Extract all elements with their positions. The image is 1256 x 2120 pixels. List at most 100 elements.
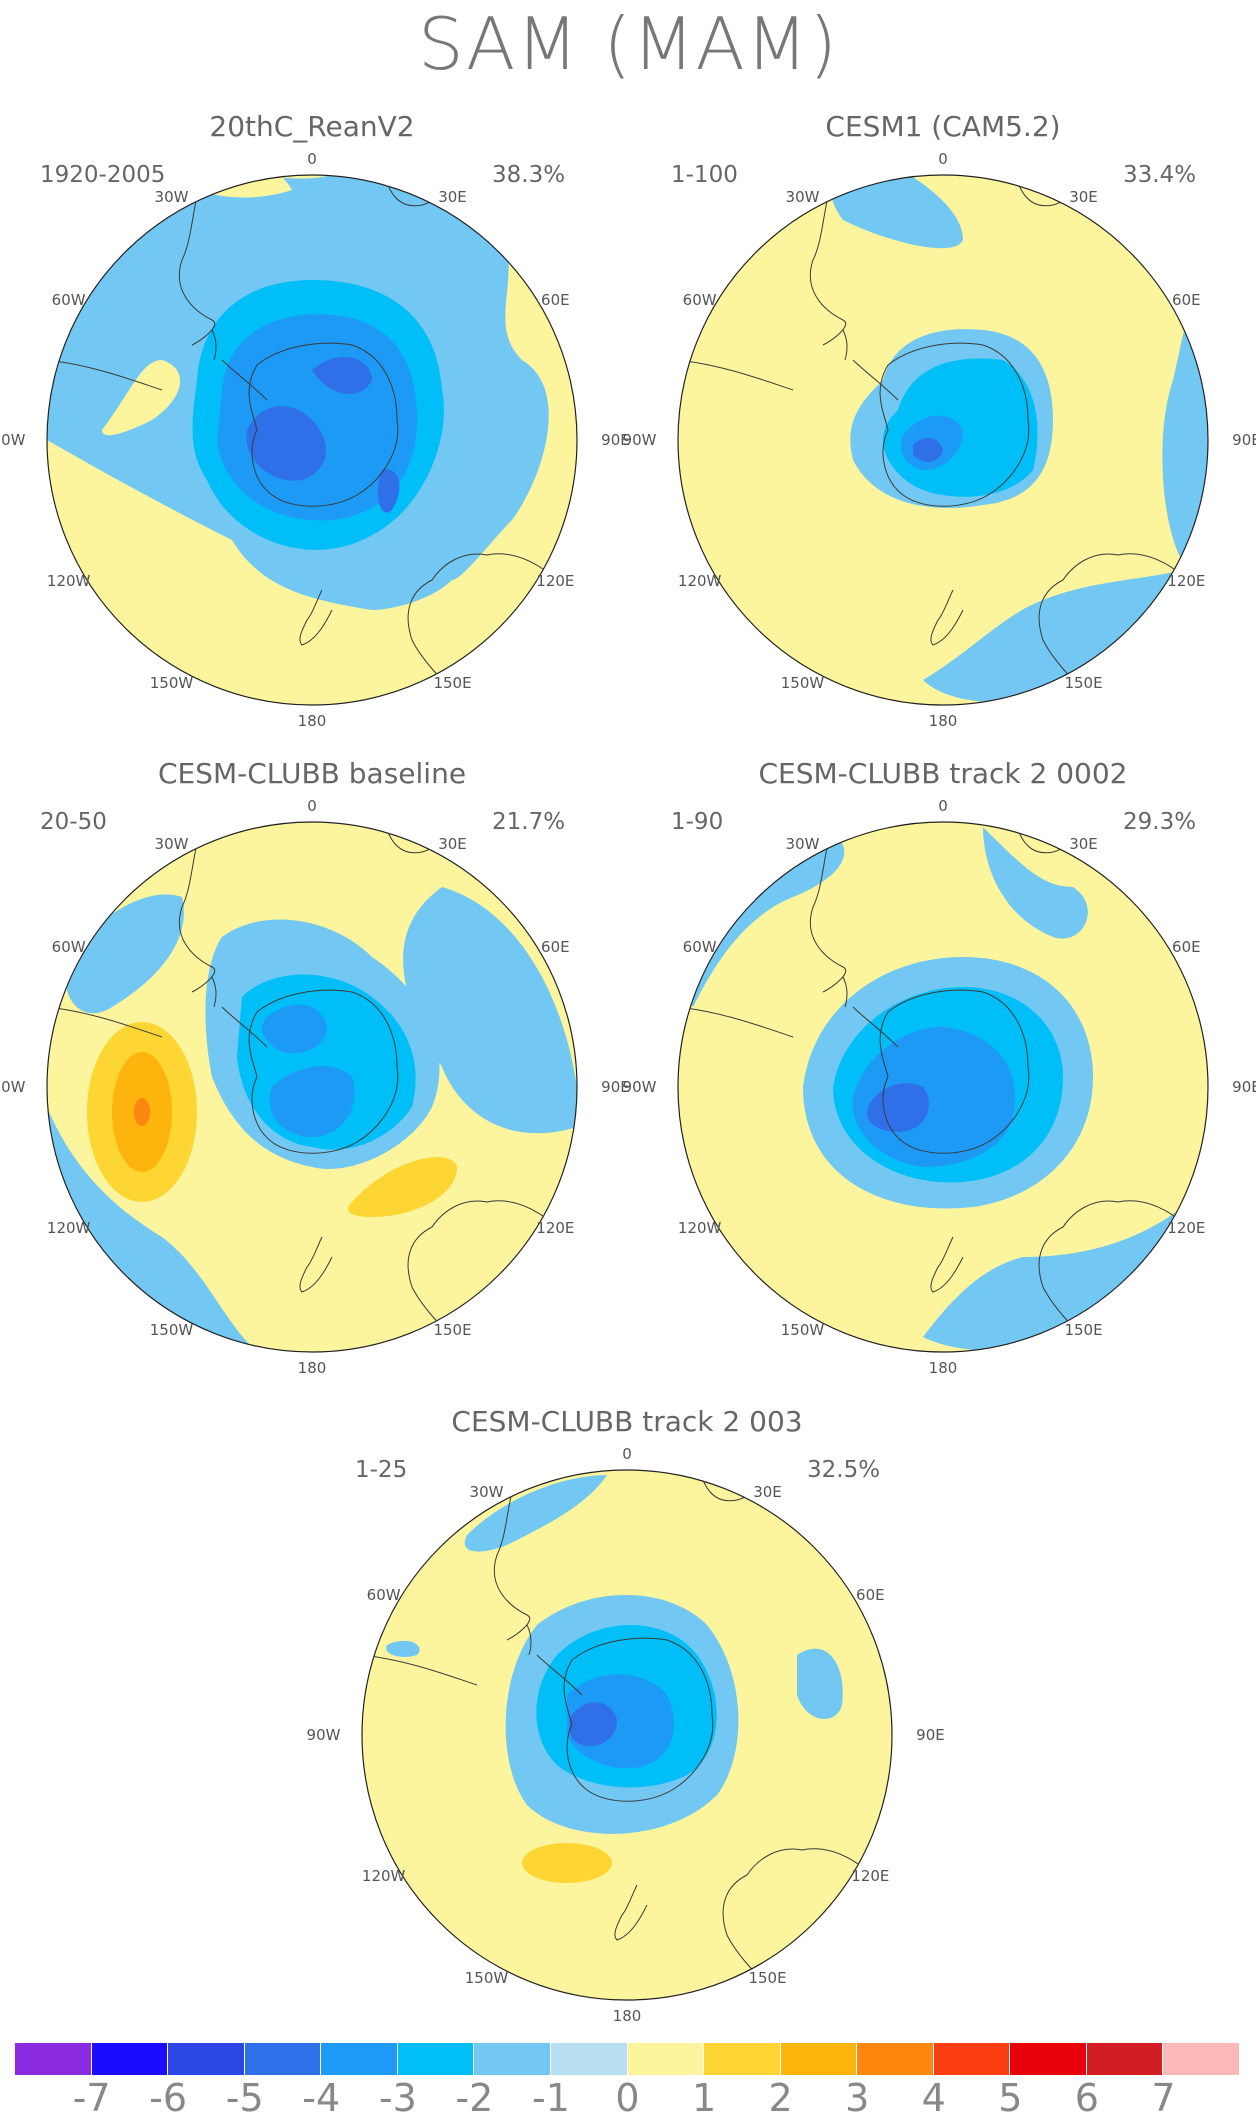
negative-anomaly-contour	[312, 356, 372, 394]
longitude-label: 60E	[1172, 937, 1201, 956]
negative-anomaly-contour	[569, 1702, 617, 1747]
colorbar-swatch	[704, 2043, 781, 2075]
longitude-label: 120E	[536, 571, 575, 590]
negative-anomaly-contour	[403, 887, 577, 1134]
longitude-label: 30E	[753, 1482, 782, 1501]
longitude-label: 60W	[682, 290, 717, 309]
panel-period: 1-90	[671, 809, 724, 835]
coastline	[536, 1654, 583, 1696]
positive-anomaly-contour	[522, 1843, 612, 1883]
colorbar-tick-label: 2	[768, 2076, 793, 2120]
panel-title: CESM-CLUBB track 2 003	[451, 1405, 803, 1438]
coastline	[852, 1006, 899, 1048]
polar-map	[677, 174, 1209, 706]
colorbar-tick-label: -1	[531, 2076, 570, 2120]
colorbar-tick-label: 4	[921, 2076, 946, 2120]
longitude-label: 120E	[1167, 1218, 1206, 1237]
negative-anomaly-contour	[246, 406, 326, 481]
panel-title: CESM1 (CAM5.2)	[825, 110, 1061, 143]
longitude-label: 120W	[677, 571, 722, 590]
coastline	[1038, 1200, 1208, 1338]
longitude-label: 60W	[51, 937, 86, 956]
coastline	[47, 359, 163, 391]
longitude-label: 60E	[856, 1585, 885, 1604]
longitude-label: 60E	[541, 937, 570, 956]
coastline	[493, 1470, 530, 1641]
coastline	[407, 553, 577, 691]
colorbar-tick-label: -3	[378, 2076, 417, 2120]
coastline	[678, 359, 794, 391]
longitude-label: 90W	[0, 1078, 26, 1096]
longitude-label: 0	[938, 797, 948, 815]
colorbar-swatch	[1163, 2043, 1240, 2075]
polar-map	[677, 821, 1209, 1353]
colorbar-tick-label: -5	[225, 2076, 264, 2120]
polar-map	[46, 174, 578, 706]
negative-anomaly-contour	[47, 1107, 252, 1348]
colorbar-tick-label: 1	[691, 2076, 717, 2120]
positive-anomaly-contour	[102, 360, 181, 436]
colorbar	[15, 2043, 1240, 2075]
longitude-label: 90W	[0, 431, 26, 449]
negative-anomaly-contour	[262, 1004, 327, 1054]
longitude-label: 30E	[1069, 834, 1098, 853]
coastline	[930, 1236, 964, 1293]
negative-anomaly-contour	[386, 1640, 420, 1657]
longitude-label: 90E	[1232, 1078, 1256, 1096]
coastline	[842, 976, 848, 1008]
panel-period: 20-50	[40, 809, 107, 835]
negative-anomaly-contour	[377, 469, 400, 513]
coastline	[614, 1884, 648, 1941]
colorbar-tick-label: -2	[455, 2076, 494, 2120]
coastline	[930, 589, 964, 646]
polar-map	[46, 821, 578, 1353]
longitude-label: 90E	[1232, 431, 1256, 449]
coastline	[178, 175, 215, 346]
longitude-label: 30W	[469, 1482, 504, 1501]
coastline	[678, 1006, 794, 1038]
colorbar-swatch	[397, 2043, 475, 2075]
negative-anomaly-contour	[983, 827, 1088, 939]
coastline	[299, 589, 333, 646]
longitude-label: 180	[612, 2007, 642, 2025]
negative-anomaly-contour	[923, 570, 1189, 703]
panel-variance: 21.7%	[492, 809, 566, 835]
coastline	[879, 989, 1030, 1154]
coastline	[563, 1637, 714, 1802]
longitude-label: 150E	[748, 1969, 787, 1988]
longitude-label: 150W	[149, 1321, 194, 1340]
negative-anomaly-contour	[1162, 320, 1208, 570]
colorbar-tick-label: -6	[149, 2076, 188, 2120]
longitude-label: 90W	[622, 1078, 657, 1096]
coastline	[248, 342, 399, 507]
panel-title: CESM-CLUBB baseline	[157, 757, 467, 790]
panel-period: 1920-2005	[40, 162, 166, 188]
longitude-label: 90W	[622, 431, 657, 449]
colorbar-tick-label: 0	[615, 2076, 640, 2120]
negative-anomaly-contour	[65, 894, 184, 1014]
colorbar-swatch	[474, 2043, 551, 2075]
colorbar-swatch	[244, 2043, 322, 2075]
colorbar-swatch	[550, 2043, 628, 2075]
longitude-label: 60E	[1172, 290, 1201, 309]
longitude-label: 120E	[851, 1866, 890, 1885]
longitude-label: 0	[938, 150, 948, 168]
colorbar-swatch	[168, 2043, 245, 2075]
longitude-label: 30E	[1069, 187, 1098, 206]
longitude-label: 30W	[154, 187, 189, 206]
colorbar-swatch	[1086, 2043, 1164, 2075]
coastline	[809, 822, 846, 993]
colorbar-swatch	[15, 2043, 92, 2075]
longitude-label: 150E	[1064, 1321, 1103, 1340]
longitude-label: 180	[297, 712, 327, 730]
colorbar-swatch	[857, 2043, 934, 2075]
colorbar-swatch	[1010, 2043, 1087, 2075]
negative-anomaly-contour	[913, 438, 943, 462]
longitude-label: 120E	[536, 1218, 575, 1237]
negative-anomaly-contour	[464, 1475, 607, 1552]
coastline	[211, 976, 217, 1008]
colorbar-swatch	[91, 2043, 169, 2075]
colorbar-swatch	[933, 2043, 1011, 2075]
negative-anomaly-contour	[269, 1066, 355, 1137]
coastline	[248, 989, 399, 1154]
